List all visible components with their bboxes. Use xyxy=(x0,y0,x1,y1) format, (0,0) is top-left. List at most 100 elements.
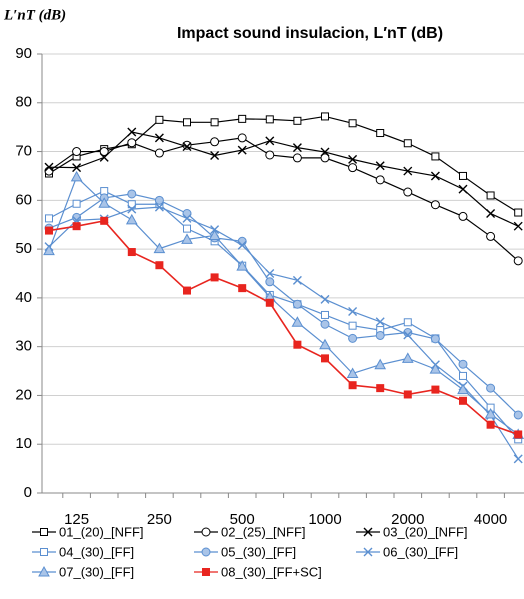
marker xyxy=(153,242,166,254)
legend-item: 02_(25)_[NFF] xyxy=(194,524,306,539)
legend-label: 07_(30)_[FF] xyxy=(59,564,134,579)
marker xyxy=(265,269,275,278)
marker xyxy=(292,153,302,163)
legend-label: 03_(20)_[NFF] xyxy=(383,524,468,539)
marker xyxy=(458,211,468,221)
series-line xyxy=(48,206,519,460)
legend-label: 01_(20)_[NFF] xyxy=(59,524,144,539)
chart-title: Impact sound insulacion, L′nT (dB) xyxy=(177,25,443,42)
marker xyxy=(127,204,137,214)
y-tick-label: 30 xyxy=(15,338,32,355)
marker xyxy=(292,299,302,309)
marker xyxy=(292,275,302,285)
legend-item: 01_(20)_[NFF] xyxy=(32,524,144,539)
marker xyxy=(154,195,164,205)
marker xyxy=(45,226,53,235)
marker xyxy=(237,240,247,250)
marker xyxy=(348,119,357,128)
marker xyxy=(72,212,82,222)
marker xyxy=(376,129,385,138)
y-tick-label: 70 xyxy=(15,143,32,160)
marker xyxy=(238,284,247,293)
marker xyxy=(99,147,109,157)
marker xyxy=(265,277,275,287)
marker xyxy=(40,548,48,556)
marker xyxy=(319,338,331,350)
marker xyxy=(458,184,468,194)
marker xyxy=(430,200,440,210)
marker xyxy=(320,319,330,329)
marker xyxy=(514,430,523,439)
marker xyxy=(154,148,164,158)
marker xyxy=(265,298,274,307)
marker xyxy=(72,163,82,173)
marker xyxy=(38,565,50,577)
marker xyxy=(486,420,495,429)
marker xyxy=(127,138,137,148)
marker xyxy=(403,187,413,197)
legend-item: 03_(20)_[NFF] xyxy=(356,524,468,539)
series-line xyxy=(48,219,519,436)
y-tick-label: 90 xyxy=(15,45,32,62)
marker xyxy=(155,261,164,270)
marker xyxy=(202,568,210,576)
series-line xyxy=(48,115,519,214)
legend-item: 07_(30)_[FF] xyxy=(32,564,134,579)
marker xyxy=(236,260,249,271)
marker xyxy=(127,248,136,257)
marker xyxy=(154,202,164,212)
marker xyxy=(459,371,467,380)
marker xyxy=(403,390,412,399)
marker xyxy=(291,316,304,327)
marker xyxy=(265,136,275,146)
marker xyxy=(183,118,191,127)
marker xyxy=(210,137,220,147)
legend-item: 08_(30)_[FF+SC] xyxy=(194,564,322,579)
x-tick-label: 250 xyxy=(147,511,172,528)
marker xyxy=(292,143,302,153)
x-tick-label: 1000 xyxy=(308,511,341,528)
marker xyxy=(72,199,81,208)
marker xyxy=(44,166,54,176)
marker xyxy=(374,358,387,370)
marker xyxy=(182,213,192,223)
y-tick-label: 40 xyxy=(15,289,32,306)
marker xyxy=(459,171,467,180)
marker xyxy=(458,359,468,369)
marker xyxy=(127,189,137,199)
marker xyxy=(208,229,221,240)
marker xyxy=(513,410,523,420)
marker xyxy=(45,214,53,223)
marker xyxy=(486,191,495,200)
marker xyxy=(40,528,48,536)
marker xyxy=(348,307,358,317)
marker xyxy=(348,163,358,173)
y-axis-label: L′nT (dB) xyxy=(3,7,66,23)
marker xyxy=(431,152,440,161)
marker xyxy=(210,118,219,127)
series-line xyxy=(48,137,519,262)
marker xyxy=(375,317,385,327)
marker xyxy=(403,318,412,327)
marker xyxy=(183,286,191,295)
marker xyxy=(293,116,302,125)
y-tick-label: 0 xyxy=(24,484,32,501)
marker xyxy=(346,367,359,378)
marker xyxy=(181,233,193,244)
marker xyxy=(155,115,164,124)
marker xyxy=(201,527,211,537)
marker xyxy=(265,115,274,124)
marker xyxy=(237,145,247,155)
marker xyxy=(484,407,497,419)
marker xyxy=(100,216,109,225)
legend-label: 04_(30)_[FF] xyxy=(59,544,134,559)
legend-label: 08_(30)_[FF+SC] xyxy=(221,564,322,579)
legend-label: 02_(25)_[NFF] xyxy=(221,524,306,539)
series-line xyxy=(48,131,519,227)
legend-label: 05_(30)_[FF] xyxy=(221,544,296,559)
marker xyxy=(183,224,191,233)
marker xyxy=(430,334,440,344)
legend-item: 06_(30)_[FF] xyxy=(356,544,458,559)
marker xyxy=(201,547,211,557)
marker xyxy=(72,222,81,231)
